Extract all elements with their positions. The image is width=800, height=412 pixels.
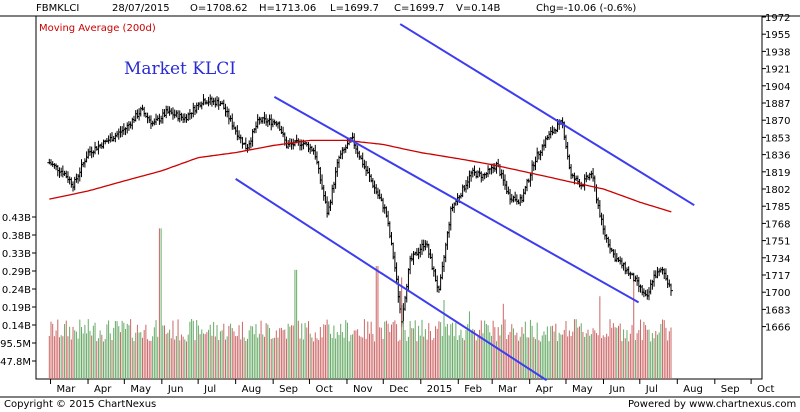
- price-tick-label: 1853: [765, 133, 790, 144]
- moving-average-line: [49, 139, 672, 213]
- x-tick-label: Sep: [721, 384, 740, 395]
- price-tick-label: 1819: [765, 168, 790, 179]
- x-tick-label: Aug: [242, 384, 262, 395]
- volume-tick-label: 0.14B: [2, 321, 31, 332]
- close-label: C=1699.7: [394, 3, 445, 14]
- volume-tick-label: 95.5M: [0, 339, 31, 350]
- chart-title: Market KLCI: [124, 59, 236, 79]
- price-tick-label: 1972: [765, 13, 790, 24]
- price-tick-label: 1836: [765, 151, 790, 162]
- price-tick-label: 1683: [765, 305, 790, 316]
- x-tick-label: May: [572, 384, 593, 395]
- price-tick-label: 1887: [765, 99, 790, 110]
- x-tick-label: Dec: [389, 384, 408, 395]
- x-tick-label: Jul: [203, 384, 216, 395]
- price-tick-label: 1904: [765, 82, 790, 93]
- moving-average-legend: Moving Average (200d): [39, 23, 156, 34]
- x-tick-label: Sep: [279, 384, 298, 395]
- x-tick-label: Oct: [315, 384, 332, 395]
- x-tick-label: May: [130, 384, 151, 395]
- price-tick-label: 1955: [765, 30, 790, 41]
- volume-tick-label: 0.43B: [2, 213, 31, 224]
- x-tick-label: Jul: [645, 384, 658, 395]
- volume-tick-label: 0.38B: [2, 231, 31, 242]
- symbol-label: FBMKLCI: [36, 3, 80, 14]
- price-tick-label: 1921: [765, 65, 790, 76]
- volume-label: V=0.14B: [456, 3, 501, 14]
- price-tick-label: 1700: [765, 288, 790, 299]
- x-tick-label: Oct: [757, 384, 774, 395]
- high-label: H=1713.06: [259, 3, 317, 14]
- date-label: 28/07/2015: [112, 3, 170, 14]
- volume-tick-label: 47.8M: [0, 357, 31, 368]
- copyright-label: Copyright © 2015 ChartNexus: [4, 399, 157, 410]
- x-tick-label: Mar: [498, 384, 518, 395]
- price-tick-label: 1734: [765, 254, 790, 265]
- low-label: L=1699.7: [330, 3, 379, 14]
- open-label: O=1708.62: [190, 3, 248, 14]
- trend-line: [235, 178, 548, 382]
- x-tick-label: Nov: [353, 384, 373, 395]
- price-tick-label: 1785: [765, 202, 790, 213]
- volume-tick-label: 0.19B: [2, 303, 31, 314]
- trend-line: [399, 23, 695, 207]
- volume-tick-label: 0.24B: [2, 285, 31, 296]
- x-tick-label: Apr: [536, 384, 554, 395]
- price-tick-label: 1938: [765, 47, 790, 58]
- powered-by-label: Powered by www.chartnexus.com: [628, 399, 797, 410]
- change-label: Chg=-10.06 (-0.6%): [536, 3, 637, 14]
- price-tick-label: 1802: [765, 185, 790, 196]
- price-tick-label: 1768: [765, 219, 790, 230]
- volume-tick-label: 0.33B: [2, 249, 31, 260]
- price-tick-label: 1666: [765, 323, 790, 334]
- x-tick-label: Jun: [608, 384, 625, 395]
- x-tick-label: Jun: [167, 384, 184, 395]
- x-tick-label: Mar: [57, 384, 77, 395]
- trend-line: [273, 96, 640, 304]
- x-tick-label: 2015: [427, 384, 452, 395]
- x-tick-label: Feb: [464, 384, 482, 395]
- x-tick-label: Aug: [683, 384, 703, 395]
- price-tick-label: 1870: [765, 116, 790, 127]
- x-tick-label: Apr: [94, 384, 112, 395]
- volume-tick-label: 0.29B: [2, 267, 31, 278]
- price-tick-label: 1751: [765, 237, 790, 248]
- price-tick-label: 1717: [765, 271, 790, 282]
